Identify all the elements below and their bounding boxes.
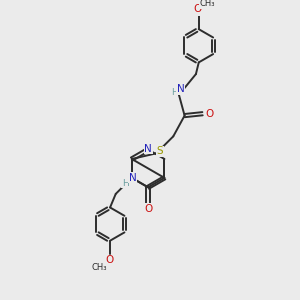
Text: S: S <box>157 146 164 156</box>
Text: N: N <box>144 144 152 154</box>
Text: O: O <box>105 256 113 266</box>
Text: N: N <box>129 173 136 183</box>
Text: N: N <box>127 173 135 183</box>
Text: CH₃: CH₃ <box>200 0 215 8</box>
Text: O: O <box>144 204 152 214</box>
Text: O: O <box>205 109 213 119</box>
Text: O: O <box>194 4 202 14</box>
Text: CH₃: CH₃ <box>92 262 107 272</box>
Text: H: H <box>171 88 178 97</box>
Text: H: H <box>122 179 128 188</box>
Text: N: N <box>177 84 185 94</box>
